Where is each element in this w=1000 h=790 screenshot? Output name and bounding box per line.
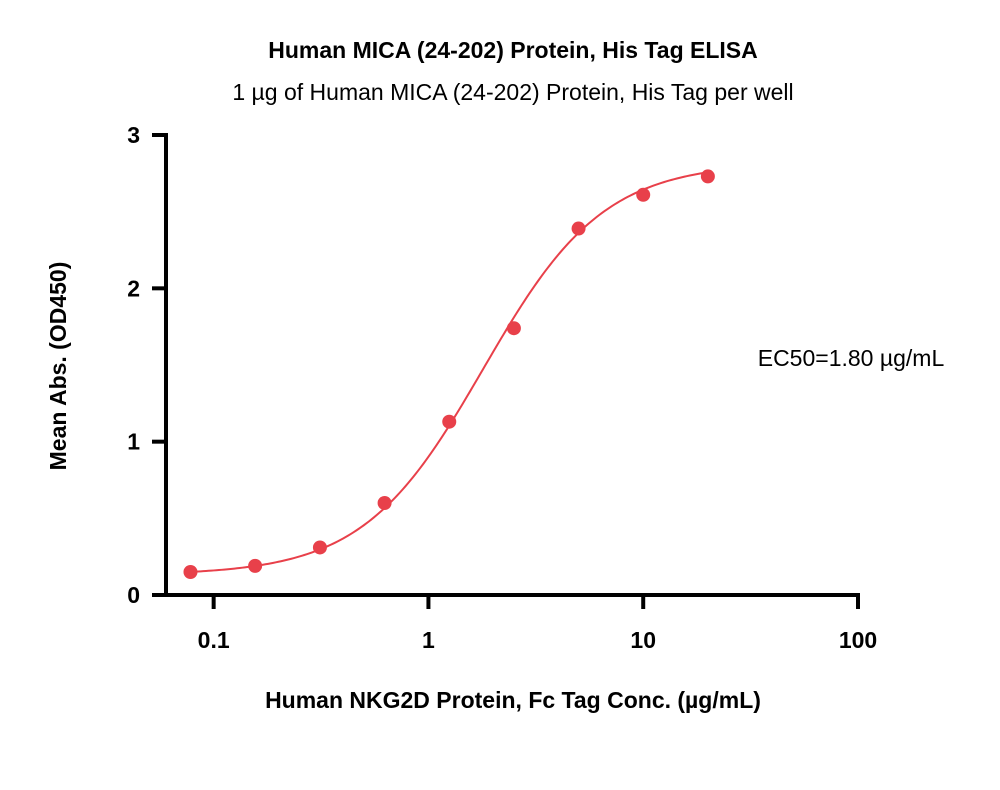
x-axis-ticks: 0.1 1 10 100 <box>198 595 877 653</box>
data-point <box>183 565 198 579</box>
axes <box>164 133 860 597</box>
y-tick-label: 1 <box>127 429 140 455</box>
data-point <box>700 169 715 184</box>
x-tick-label: 10 <box>630 627 656 653</box>
y-tick-label: 3 <box>127 122 140 148</box>
x-axis-label: Human NKG2D Protein, Fc Tag Conc. (µg/mL… <box>265 687 761 713</box>
y-tick-label: 0 <box>127 582 140 608</box>
data-point <box>442 414 457 429</box>
chart-subtitle: 1 µg of Human MICA (24-202) Protein, His… <box>232 79 793 105</box>
data-point <box>571 221 586 236</box>
y-tick-label: 2 <box>127 275 140 301</box>
data-points <box>183 169 715 579</box>
data-point <box>312 540 327 555</box>
data-point <box>248 558 263 573</box>
data-point <box>506 321 521 336</box>
y-axis-ticks: 0 1 2 3 <box>127 122 166 608</box>
data-point <box>636 187 651 202</box>
y-axis-label: Mean Abs. (OD450) <box>45 262 71 471</box>
fit-curve <box>190 171 709 573</box>
x-tick-label: 0.1 <box>198 627 230 653</box>
x-tick-label: 1 <box>422 627 435 653</box>
chart-title: Human MICA (24-202) Protein, His Tag ELI… <box>268 37 757 63</box>
data-point <box>377 496 392 510</box>
ec50-annotation: EC50=1.80 µg/mL <box>758 345 945 371</box>
x-tick-label: 100 <box>839 627 877 653</box>
